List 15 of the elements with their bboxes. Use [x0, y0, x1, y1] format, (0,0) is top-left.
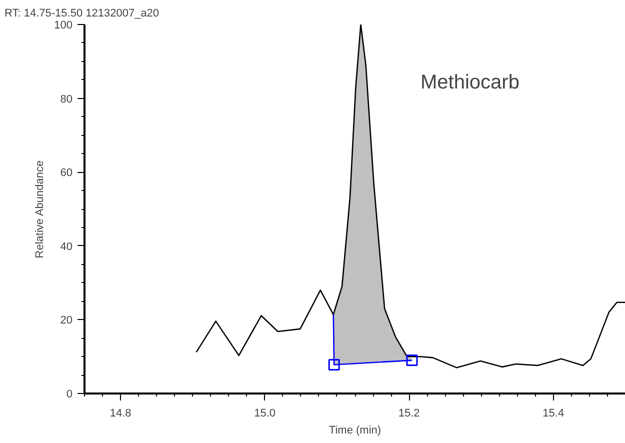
y-tick-label: 80 — [60, 93, 73, 106]
x-tick-label: 14.8 — [110, 408, 132, 420]
y-tick-label: 20 — [60, 314, 73, 327]
y-tick-label: 60 — [60, 167, 73, 180]
line-series — [196, 24, 625, 368]
y-tick-label: 40 — [60, 240, 73, 253]
annotation: Methiocarb — [420, 72, 520, 94]
y-axis-title: Relative Abundance — [34, 160, 46, 258]
x-tick-label: 15.4 — [542, 408, 564, 420]
y-tick-label: 100 — [54, 20, 73, 32]
x-tick-label: 15.2 — [398, 408, 420, 420]
x-tick-label: 15.0 — [254, 408, 276, 420]
chart-title: RT: 14.75-15.50 12132007_a20 — [4, 8, 160, 20]
x-axis-title: Time (min) — [328, 424, 382, 436]
y-tick-label: 0 — [66, 388, 73, 400]
